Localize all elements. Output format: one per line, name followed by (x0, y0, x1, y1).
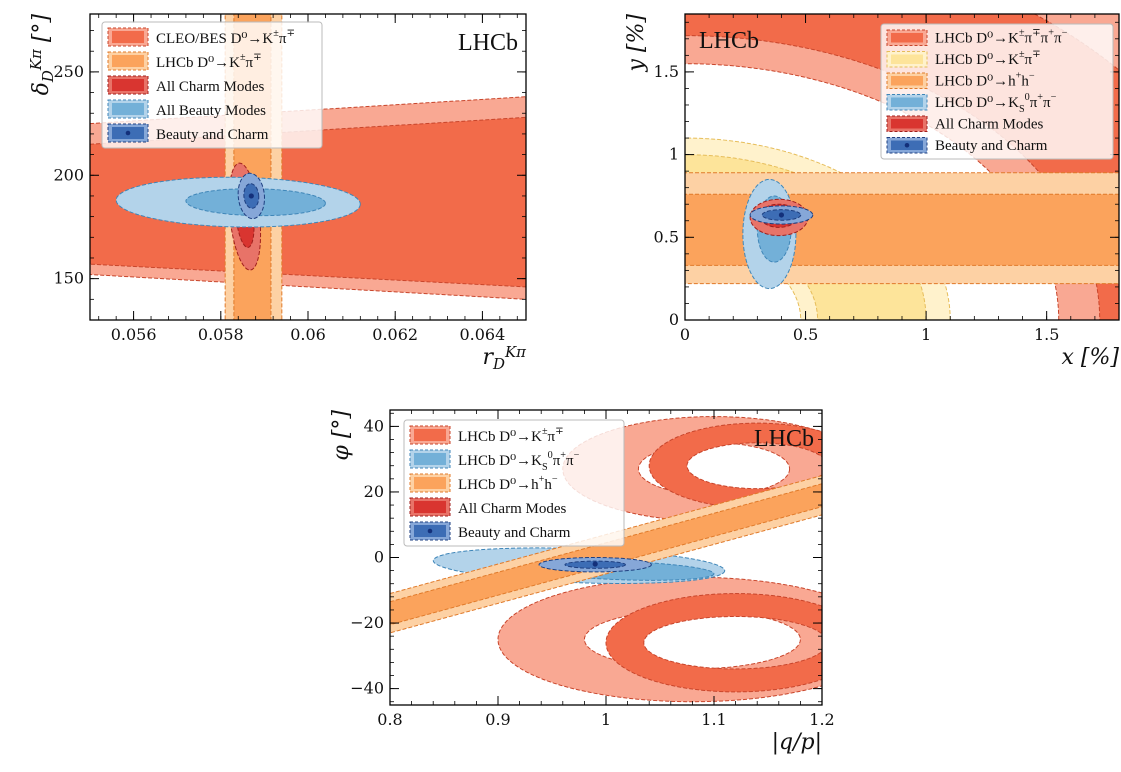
x-axis-label: |q/p| (772, 730, 822, 755)
x-tick-label: 0.062 (372, 325, 418, 344)
legend-entry: LHCb D⁰→K±π∓ (156, 52, 262, 71)
legend-entry: All Beauty Modes (156, 103, 266, 119)
legend-entry: LHCb D⁰→KS0π+π− (935, 92, 1057, 115)
y-tick-label: −40 (350, 679, 384, 698)
x-tick-label: 0.058 (198, 325, 244, 344)
plot-3: 0.8 0.9 1 1.1 1.2 −40 −20 0 20 40 |q/p| φ [°] LHCb LH… (329, 409, 835, 755)
legend-entry: CLEO/BES D⁰→K±π∓ (156, 28, 295, 47)
y-tick-label: 150 (53, 269, 84, 288)
legend-entry: Beauty and Charm (935, 138, 1048, 154)
y-tick-label: 1.5 (654, 62, 679, 81)
best-fit-marker (592, 561, 598, 567)
y-tick-label: 0 (374, 548, 384, 567)
plot-1: 0.056 0.058 0.06 0.062 0.064 150 200 250 rDKπ δDK… (27, 13, 527, 373)
x-tick-label: 0.5 (793, 325, 818, 344)
y-tick-label: 1 (669, 145, 679, 164)
legend-entry: LHCb D⁰→K±π∓ (935, 49, 1041, 68)
y-tick-label: 0 (669, 310, 679, 329)
legend-entry: LHCb D⁰→h+h− (458, 474, 558, 493)
x-tick-label: 0.06 (290, 325, 326, 344)
legend: LHCb D⁰→K±π∓ LHCb D⁰→KS0π+π−LHCb D⁰→h+h− A… (403, 419, 625, 547)
experiment-label: LHCb (458, 30, 518, 56)
mark-2-7 (390, 483, 822, 626)
x-tick-label: 0.056 (111, 325, 157, 344)
x-axis-label: rDKπ (482, 343, 527, 373)
mark-2-3 (605, 593, 822, 693)
y-axis-label: y [%] (624, 14, 649, 73)
y-tick-label: −20 (350, 613, 384, 632)
x-tick-label: 0.9 (485, 710, 510, 729)
legend-entry: All Charm Modes (156, 79, 264, 95)
x-tick-label: 0 (680, 325, 690, 344)
y-axis-label: φ [°] (329, 410, 354, 461)
legend-entry: All Charm Modes (458, 501, 566, 517)
y-axis-label: δDKπ [°] (27, 14, 57, 96)
x-tick-label: 1 (601, 710, 611, 729)
experiment-label: LHCb (699, 28, 759, 54)
experiment-label: LHCb (754, 426, 814, 452)
legend-entry: Beauty and Charm (458, 525, 571, 541)
x-tick-label: 0.8 (377, 710, 402, 729)
legend-entry: LHCb D⁰→h+h− (935, 71, 1035, 90)
x-tick-label: 1.1 (701, 710, 726, 729)
x-tick-label: 1 (921, 325, 931, 344)
y-tick-label: 20 (364, 482, 384, 501)
legend-entry: LHCb D⁰→K±π∓ (458, 426, 564, 445)
x-tick-label: 1.5 (1034, 325, 1059, 344)
y-tick-label: 0.5 (654, 227, 679, 246)
y-tick-label: 250 (53, 62, 84, 81)
legend-entry: All Charm Modes (935, 117, 1043, 133)
legend-entry: LHCb D⁰→KS0π+π− (458, 450, 580, 473)
x-tick-label: 0.064 (459, 325, 505, 344)
best-fit-marker (248, 193, 254, 199)
legend-entry: Beauty and Charm (156, 127, 269, 143)
legend: LHCb D⁰→K±π∓π+π− LHCb D⁰→K±π∓ LHCb D⁰→h+h−… (880, 23, 1114, 160)
legend-entry: LHCb D⁰→K±π∓π+π− (935, 28, 1068, 47)
legend: CLEO/BES D⁰→K±π∓ LHCb D⁰→K±π∓ All Charm Mo… (101, 21, 323, 149)
best-fit-marker (778, 212, 785, 218)
y-tick-label: 200 (53, 165, 84, 184)
y-tick-label: 40 (364, 416, 384, 435)
plot-2: 0 0.5 1 1.500.511.5x [%]y [%] LHCb LHCb D⁰→K±… (624, 13, 1120, 370)
x-tick-label: 1.2 (809, 710, 834, 729)
x-axis-label: x [%] (1062, 345, 1120, 370)
